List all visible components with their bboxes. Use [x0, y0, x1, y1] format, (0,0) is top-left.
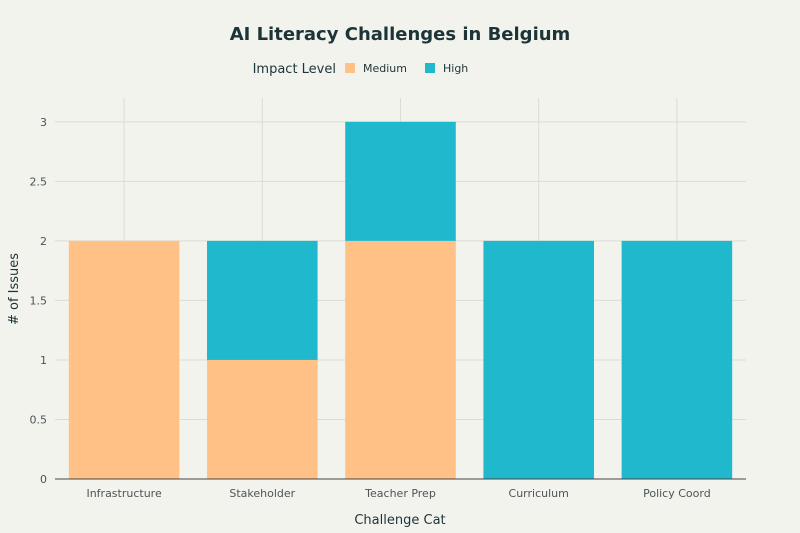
bar-high	[345, 121, 456, 241]
x-tick-label: Stakeholder	[229, 487, 295, 500]
y-tick-label: 0.5	[30, 413, 48, 426]
x-axis-title: Challenge Cat	[354, 513, 445, 528]
legend-title: Impact Level	[253, 62, 336, 77]
x-tick-label: Infrastructure	[86, 487, 162, 500]
bars	[68, 121, 733, 479]
y-tick-label: 2.5	[30, 175, 48, 188]
x-tick-label: Teacher Prep	[364, 487, 436, 500]
legend-label-medium: Medium	[363, 62, 407, 75]
legend-swatch-medium	[345, 63, 355, 73]
legend-label-high: High	[443, 62, 468, 75]
y-tick-label: 2	[40, 235, 47, 248]
y-tick-label: 1	[40, 354, 47, 367]
bar-medium	[345, 240, 456, 479]
y-axis-title: # of Issues	[7, 253, 22, 325]
bar-medium	[207, 359, 318, 479]
legend-swatch-high	[425, 63, 435, 73]
y-tick-label: 3	[40, 116, 47, 129]
bar-medium	[68, 240, 180, 479]
x-tick-label: Curriculum	[509, 487, 569, 500]
bar-high	[621, 240, 733, 479]
legend: Impact Level Medium High	[253, 62, 469, 77]
y-tick-label: 1.5	[30, 294, 48, 307]
x-tick-label: Policy Coord	[643, 487, 711, 500]
y-tick-label: 0	[40, 473, 47, 486]
bar-high	[207, 240, 318, 360]
bar-high	[483, 240, 594, 479]
tick-labels: 0 0.5 1 1.5 2 2.5 3 Infrastructure Stakeholder Te…	[30, 116, 711, 500]
chart-title: AI Literacy Challenges in Belgium	[230, 24, 571, 45]
